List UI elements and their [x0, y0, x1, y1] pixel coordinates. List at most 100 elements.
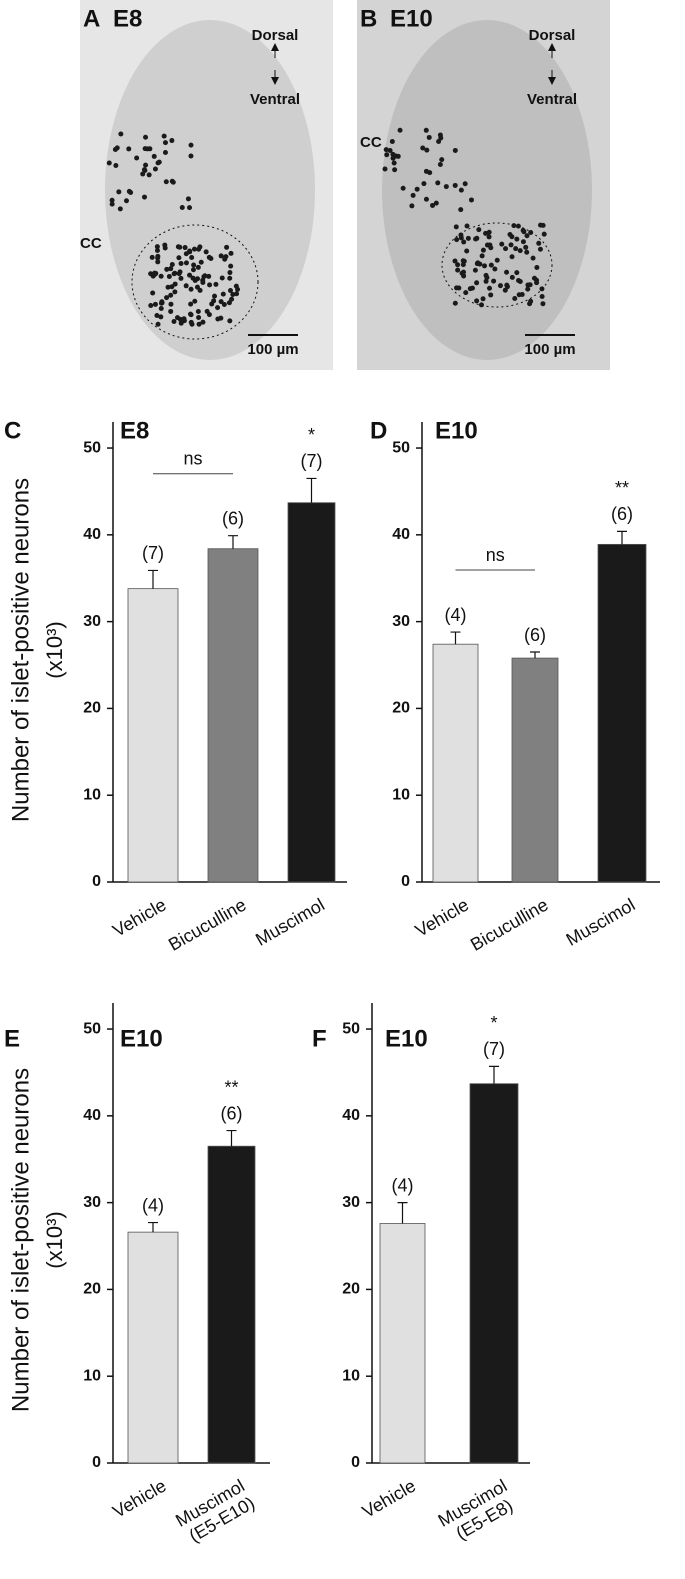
cell: [531, 275, 537, 281]
cell: [433, 200, 439, 206]
cell: [520, 239, 526, 245]
cell: [177, 244, 183, 250]
n-label: (7): [142, 543, 164, 563]
cell: [188, 301, 194, 307]
cell: [200, 280, 206, 286]
cell: [212, 293, 218, 299]
panel-label: F: [312, 1025, 327, 1052]
cell: [455, 267, 461, 273]
cell: [410, 192, 416, 198]
cell: [540, 222, 546, 228]
y-tick-label: 0: [92, 1454, 101, 1471]
cell: [158, 273, 164, 279]
cell: [400, 185, 406, 191]
cell: [452, 182, 458, 188]
x-tick-label: Vehicle: [109, 1475, 169, 1521]
cell: [468, 197, 474, 203]
cell: [169, 284, 175, 290]
cell: [462, 181, 468, 187]
cell: [234, 291, 240, 297]
cell: [203, 249, 209, 255]
cell: [189, 321, 195, 327]
cell: [487, 285, 493, 291]
cell: [456, 285, 462, 291]
cell: [460, 258, 466, 264]
n-label: (7): [301, 451, 323, 471]
cell: [191, 262, 197, 268]
orientation: Ventral: [527, 91, 577, 108]
cell: [453, 224, 459, 230]
y-tick-label: 30: [83, 613, 101, 630]
cell: [140, 171, 146, 177]
cell: [514, 270, 520, 276]
cell: [534, 280, 540, 286]
cell: [474, 235, 480, 241]
cell: [155, 321, 161, 327]
y-tick-label: 0: [92, 873, 101, 890]
cell: [530, 255, 536, 261]
cell: [424, 147, 430, 153]
cell: [437, 162, 443, 168]
cell: [414, 186, 420, 192]
cell: [502, 287, 508, 293]
cell: [528, 230, 534, 236]
cell: [514, 236, 520, 242]
bar: [207, 1145, 256, 1464]
cell: [187, 205, 193, 211]
y-tick-label: 40: [83, 1107, 101, 1124]
scale-label: 100 µm: [247, 341, 298, 358]
cell: [503, 246, 509, 252]
error-bar: [530, 651, 540, 659]
cell: [188, 142, 194, 148]
bar: [469, 1083, 519, 1464]
cell: [172, 281, 178, 287]
cell: [524, 233, 530, 239]
cell: [537, 246, 543, 252]
cell: [472, 267, 478, 273]
x-tick-label-line: Vehicle: [359, 1475, 419, 1521]
x-tick-label-line: Muscimol: [252, 894, 328, 949]
cell: [220, 291, 226, 297]
orientation: Dorsal: [529, 27, 576, 44]
significance-label: ns: [183, 448, 202, 468]
cell: [463, 290, 469, 296]
cell: [384, 152, 390, 158]
cell: [464, 248, 470, 254]
cell: [182, 245, 188, 251]
cell: [494, 257, 500, 263]
x-tick-label: Muscimol(E5-E10): [172, 1475, 258, 1548]
y-axis-label: Number of islet-positive neurons: [7, 478, 34, 822]
cell: [509, 274, 515, 280]
bar: [207, 548, 259, 883]
cell: [482, 263, 488, 269]
cell: [176, 255, 182, 261]
cell: [187, 249, 193, 255]
cell: [454, 237, 460, 243]
cell: [169, 178, 175, 184]
cell: [509, 254, 515, 260]
cell: [426, 134, 432, 140]
cell: [143, 162, 149, 168]
cell: [169, 138, 175, 144]
cell: [191, 246, 197, 252]
cell: [177, 269, 183, 275]
y-tick-label: 20: [83, 1281, 101, 1298]
bar: [127, 588, 179, 883]
cell: [389, 139, 395, 145]
cell: [483, 230, 489, 236]
cell: [228, 263, 234, 269]
cell: [423, 127, 429, 133]
cc-label: CC: [80, 235, 102, 252]
cell: [521, 229, 527, 235]
x-tick-label: Bicuculline: [467, 894, 552, 954]
cell: [539, 293, 545, 299]
y-tick-label: 20: [342, 1281, 360, 1298]
panel-label: B: [360, 5, 377, 32]
cell: [158, 314, 164, 320]
cell: [148, 303, 154, 309]
cell: [218, 299, 224, 305]
cell: [228, 250, 234, 256]
y-tick-label: 0: [401, 873, 410, 890]
cell: [152, 301, 158, 307]
cell: [198, 259, 204, 265]
